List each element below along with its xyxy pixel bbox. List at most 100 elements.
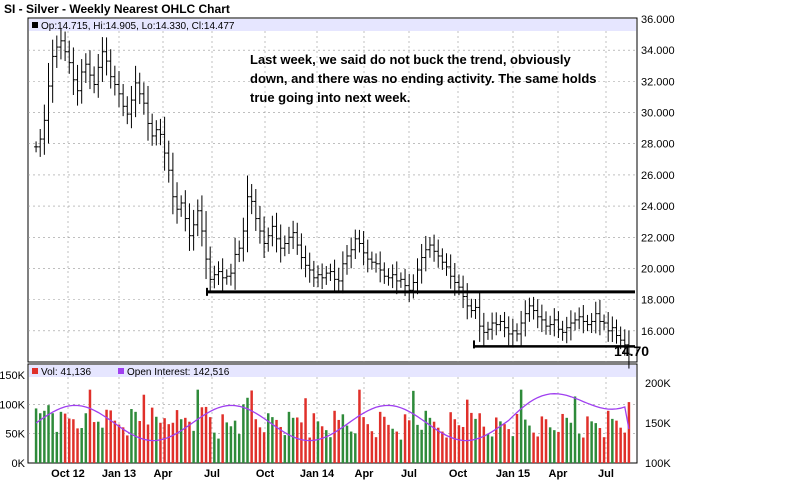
- volume-bar: [329, 437, 332, 463]
- price-tick-label: 20.000: [641, 263, 675, 275]
- volume-bar: [524, 419, 527, 463]
- price-tick-label: 28.000: [641, 139, 675, 151]
- volume-panel-frame: [27, 363, 638, 464]
- volume-bar: [602, 437, 606, 463]
- volume-bar: [300, 422, 303, 463]
- volume-bar: [412, 390, 415, 463]
- oi-legend-swatch: [118, 368, 124, 374]
- volume-bar: [345, 425, 349, 463]
- volume-bar: [192, 430, 195, 463]
- volume-bar: [237, 434, 241, 463]
- x-tick-label: Apr: [549, 468, 569, 480]
- volume-bar: [188, 421, 191, 463]
- price-tick-label: 30.000: [641, 108, 675, 120]
- volume-bar: [594, 423, 598, 463]
- price-tick-label: 22.000: [641, 232, 675, 244]
- volume-bar: [320, 426, 324, 463]
- volume-bar: [262, 432, 266, 463]
- volume-bar: [573, 396, 577, 463]
- volume-bar: [341, 414, 345, 463]
- volume-bar: [316, 421, 320, 463]
- price-legend-text: Op:14.715, Hi:14.905, Lo:14.330, Cl:14.4…: [41, 21, 235, 32]
- volume-bar: [461, 426, 465, 463]
- volume-bar: [142, 394, 146, 463]
- volume-bar: [495, 417, 498, 463]
- volume-bar: [453, 419, 457, 463]
- volume-bar: [34, 408, 38, 463]
- volume-bar: [378, 411, 382, 463]
- volume-bar: [246, 397, 249, 463]
- volume-bar: [536, 436, 539, 463]
- volume-bar: [184, 417, 187, 463]
- volume-bar: [150, 407, 154, 463]
- volume-bar: [337, 419, 340, 463]
- volume-bar: [511, 436, 515, 463]
- volume-bar: [138, 420, 141, 463]
- volume-bar: [590, 421, 593, 463]
- volume-bar: [333, 410, 336, 463]
- volume-bar: [611, 418, 614, 463]
- volume-bar: [43, 410, 46, 463]
- volume-bar: [436, 427, 440, 463]
- volume-bar: [544, 419, 548, 463]
- volume-bar: [349, 431, 353, 463]
- volume-bar: [503, 424, 506, 463]
- x-tick-label: Oct: [449, 468, 468, 480]
- volume-bar: [370, 431, 374, 463]
- volume-bar: [159, 422, 162, 463]
- x-tick-label: Jan 13: [102, 468, 136, 480]
- volume-bar: [528, 425, 531, 463]
- volume-bar: [287, 411, 291, 463]
- volume-bar: [200, 407, 204, 463]
- volume-bar: [586, 416, 589, 463]
- volume-bar: [88, 389, 92, 463]
- price-legend-band: [29, 19, 636, 31]
- volume-bar: [354, 433, 357, 463]
- volume-bar: [470, 412, 473, 463]
- volume-bar: [67, 418, 71, 463]
- volume-bar: [383, 416, 386, 463]
- volume-bar: [428, 417, 432, 463]
- volume-bar: [441, 431, 444, 463]
- oi-tick-label: 150K: [645, 418, 671, 430]
- volume-bar: [233, 420, 237, 463]
- volume-bar: [72, 419, 75, 463]
- volume-bar: [92, 422, 96, 463]
- volume-bar: [55, 431, 59, 463]
- volume-bar: [399, 439, 403, 463]
- volume-legend-band: [29, 365, 636, 377]
- volume-bar: [204, 406, 208, 463]
- volume-tick-label: 50K: [5, 429, 25, 441]
- volume-bar: [465, 399, 469, 463]
- volume-bar: [80, 428, 83, 463]
- volume-bar: [254, 419, 258, 463]
- volume-bar: [374, 437, 378, 463]
- volume-bar: [221, 414, 224, 463]
- volume-bar: [532, 432, 535, 463]
- volume-bar: [387, 424, 390, 463]
- volume-bar: [271, 417, 274, 463]
- volume-bar: [51, 413, 54, 463]
- volume-bar: [445, 437, 448, 463]
- volume-bar: [126, 435, 129, 463]
- volume-bar: [171, 422, 175, 463]
- x-tick-label: Oct: [256, 468, 275, 480]
- volume-bar: [606, 410, 610, 463]
- price-tick-label: 24.000: [641, 201, 675, 213]
- x-tick-label: Apr: [154, 468, 174, 480]
- volume-bar: [97, 421, 100, 463]
- volume-bar: [208, 417, 212, 463]
- volume-tick-label: 100K: [0, 399, 26, 411]
- volume-bar: [362, 417, 365, 463]
- volume-bar: [474, 418, 477, 463]
- volume-bar: [38, 413, 42, 463]
- volume-bar: [548, 427, 552, 463]
- price-tick-label: 26.000: [641, 170, 675, 182]
- x-tick-label: Jul: [401, 468, 417, 480]
- x-tick-label: Jan 14: [300, 468, 335, 480]
- volume-bar: [615, 420, 618, 463]
- volume-tick-label: 150K: [0, 370, 26, 382]
- price-tick-label: 34.000: [641, 45, 675, 57]
- volume-bar: [565, 417, 568, 463]
